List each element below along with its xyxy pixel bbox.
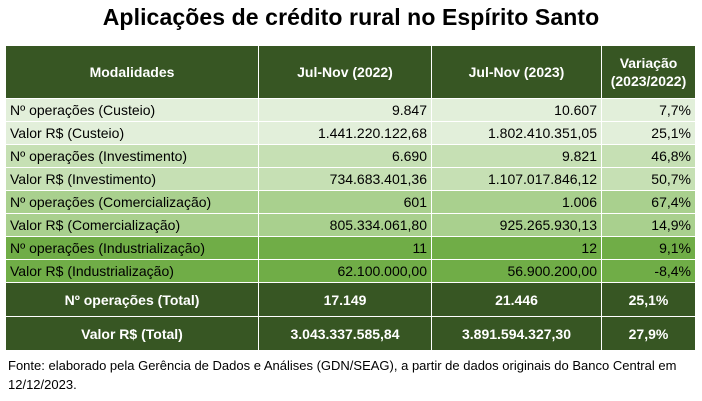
value-2022: 6.690 <box>258 144 432 168</box>
value-2023: 1.107.017.846,12 <box>431 167 602 191</box>
header-2023: Jul-Nov (2023) <box>431 45 602 99</box>
value-2023: 1.802.410.351,05 <box>431 121 602 145</box>
variation-value: 46,8% <box>601 144 696 168</box>
variation-value: 14,9% <box>601 213 696 237</box>
table-row: Nº operações (Custeio) 9.847 10.607 7,7% <box>5 98 696 122</box>
total-variation: 25,1% <box>601 282 696 317</box>
value-2023: 9.821 <box>431 144 602 168</box>
variation-value: 50,7% <box>601 167 696 191</box>
value-2022: 1.441.220.122,68 <box>258 121 432 145</box>
table-row: Valor R$ (Comercialização) 805.334.061,80… <box>5 213 696 237</box>
row-label: Valor R$ (Comercialização) <box>5 213 259 237</box>
table-row: Valor R$ (Investimento) 734.683.401,36 1.1… <box>5 167 696 191</box>
row-label: Nº operações (Custeio) <box>5 98 259 122</box>
total-label: Valor R$ (Total) <box>5 316 259 351</box>
table-row: Nº operações (Industrialização) 11 12 9,1% <box>5 236 696 260</box>
header-variacao: Variação (2023/2022) <box>601 45 696 99</box>
total-row: Valor R$ (Total) 3.043.337.585,84 3.891.59… <box>5 316 696 351</box>
header-2022: Jul-Nov (2022) <box>258 45 432 99</box>
table-row: Valor R$ (Industrialização) 62.100.000,00… <box>5 259 696 283</box>
value-2022: 734.683.401,36 <box>258 167 432 191</box>
table-row: Valor R$ (Custeio) 1.441.220.122,68 1.802.… <box>5 121 696 145</box>
total-label: Nº operações (Total) <box>5 282 259 317</box>
variation-value: 67,4% <box>601 190 696 214</box>
value-2023: 12 <box>431 236 602 260</box>
row-label: Valor R$ (Industrialização) <box>5 259 259 283</box>
table-row: Nº operações (Investimento) 6.690 9.821 46,… <box>5 144 696 168</box>
value-2023: 1.006 <box>431 190 602 214</box>
table-header-row: Modalidades Jul-Nov (2022) Jul-Nov (2023… <box>5 45 696 99</box>
variation-value: 9,1% <box>601 236 696 260</box>
variation-value: -8,4% <box>601 259 696 283</box>
source-footnote: Fonte: elaborado pela Gerência de Dados … <box>8 358 677 392</box>
credit-table: Modalidades Jul-Nov (2022) Jul-Nov (2023… <box>5 45 696 351</box>
row-label: Valor R$ (Custeio) <box>5 121 259 145</box>
value-2022: 11 <box>258 236 432 260</box>
value-2023: 56.900.200,00 <box>431 259 602 283</box>
total-2022: 3.043.337.585,84 <box>258 316 432 351</box>
total-2022: 17.149 <box>258 282 432 317</box>
value-2022: 62.100.000,00 <box>258 259 432 283</box>
header-modalidades: Modalidades <box>5 45 259 99</box>
total-row: Nº operações (Total) 17.149 21.446 25,1% <box>5 282 696 317</box>
header-variacao-line1: Variação <box>619 55 678 71</box>
value-2022: 601 <box>258 190 432 214</box>
variation-value: 25,1% <box>601 121 696 145</box>
table-row: Nº operações (Comercialização) 601 1.006 67… <box>5 190 696 214</box>
chart-title: Aplicações de crédito rural no Espírito … <box>102 4 600 30</box>
value-2022: 9.847 <box>258 98 432 122</box>
row-label: Nº operações (Industrialização) <box>5 236 259 260</box>
value-2023: 10.607 <box>431 98 602 122</box>
variation-value: 7,7% <box>601 98 696 122</box>
total-2023: 21.446 <box>431 282 602 317</box>
row-label: Nº operações (Investimento) <box>5 144 259 168</box>
total-2023: 3.891.594.327,30 <box>431 316 602 351</box>
header-variacao-line2: (2023/2022) <box>610 73 687 89</box>
row-label: Nº operações (Comercialização) <box>5 190 259 214</box>
value-2023: 925.265.930,13 <box>431 213 602 237</box>
row-label: Valor R$ (Investimento) <box>5 167 259 191</box>
table-body: Nº operações (Custeio) 9.847 10.607 7,7% Val… <box>5 98 696 351</box>
total-variation: 27,9% <box>601 316 696 351</box>
value-2022: 805.334.061,80 <box>258 213 432 237</box>
